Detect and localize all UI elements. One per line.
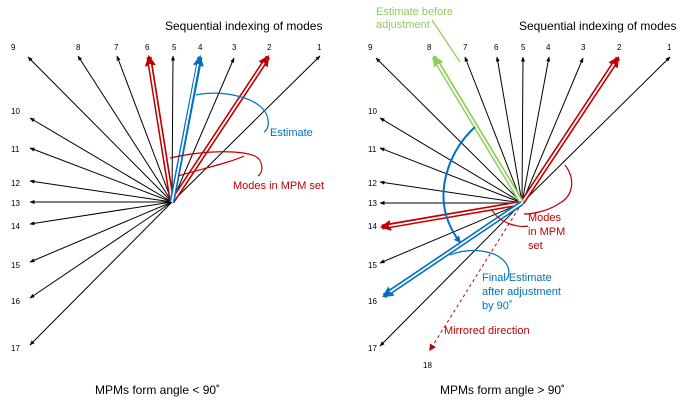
- left-mode-label: 1: [317, 43, 322, 52]
- left-heading: Sequential indexing of modes: [165, 19, 322, 33]
- right-caption: MPMs form angle > 90˚: [440, 383, 565, 397]
- right-mode-label: 6: [494, 43, 499, 52]
- right-mode-label: 3: [581, 43, 586, 52]
- left-mode-label: 17: [11, 344, 20, 353]
- right-mode-arrows: [375, 56, 671, 347]
- right-arrow-mode-12: [379, 180, 523, 204]
- right-mode-label: 15: [368, 261, 377, 270]
- left-mode-label: 11: [11, 145, 20, 154]
- right-mode-label: 10: [368, 107, 377, 116]
- left-mode-label: 6: [145, 43, 150, 52]
- left-mode-arrows: [27, 55, 321, 346]
- right-mode-label: 16: [368, 297, 377, 306]
- right-estimate-before-arrow: [431, 55, 525, 205]
- left-mode-label: 5: [172, 43, 177, 52]
- left-arrow-mode-1: [171, 55, 321, 203]
- right-mode-label: 13: [368, 199, 377, 208]
- left-arrow-mode-7: [116, 55, 173, 203]
- left-arrow-mode-3: [171, 57, 235, 203]
- right-arrow-mode-1: [521, 56, 671, 204]
- left-mode-label: 10: [11, 107, 20, 116]
- right-mpm-arrows: [379, 56, 621, 231]
- left-estimate-arrow: [169, 54, 204, 203]
- right-arrow-mode-7: [464, 56, 523, 204]
- right-estimate-before-callout: [431, 19, 461, 63]
- left-arrow-mode-8: [77, 55, 173, 203]
- right-rotation-arc: [442, 126, 476, 244]
- left-estimate-callout: [195, 92, 269, 133]
- left-mode-label: 12: [11, 179, 20, 188]
- left-mode-label: 16: [11, 297, 20, 306]
- right-arrow-mode-17: [379, 202, 523, 347]
- right-mode-labels: 1 2 3 4 5 6 7 8 9 10 11 12 13 14 15 16 1…: [368, 43, 672, 370]
- right-arrow-mode-4: [521, 56, 551, 204]
- right-mode-label: 9: [368, 43, 373, 52]
- left-arrow-mode-17: [29, 201, 173, 346]
- left-mode-label: 3: [232, 43, 237, 52]
- left-arrow-mode-12: [29, 179, 173, 203]
- left-arrow-mode-10: [29, 117, 173, 203]
- right-arrow-mode-9: [375, 57, 523, 204]
- right-mpm-callout: [523, 164, 573, 215]
- left-arrow-mode-16: [29, 201, 173, 299]
- right-mode-label: 8: [427, 43, 432, 52]
- left-mpm-arrows: [144, 54, 271, 204]
- right-mode-label: 1: [667, 43, 672, 52]
- right-mode-label: 17: [368, 344, 377, 353]
- left-mode-labels: 1 2 3 4 5 6 7 8 9 10 11 12 13 14 15 16 1…: [11, 43, 322, 353]
- left-panel: Sequential indexing of modes: [11, 19, 324, 397]
- left-mode-label: 13: [11, 199, 20, 208]
- right-mode-label: 14: [368, 222, 377, 231]
- right-arrow-mode-5: [520, 56, 525, 204]
- right-estimate-before-label: Estimate before adjustment: [376, 6, 456, 31]
- left-mode-label: 15: [11, 261, 20, 270]
- right-mode-label: 7: [463, 43, 468, 52]
- right-mode-label: 11: [368, 145, 377, 154]
- right-final-estimate-label: Final Estimate after adjustment by 90˚: [482, 272, 564, 312]
- right-panel: Sequential indexing of modes: [368, 6, 676, 397]
- left-mpm-callout: [169, 151, 263, 177]
- right-mode-label: 4: [546, 43, 551, 52]
- right-mode-label: 12: [368, 179, 377, 188]
- left-mpm-label: Modes in MPM set: [233, 180, 324, 192]
- right-heading: Sequential indexing of modes: [519, 19, 676, 33]
- right-arrow-mode-3: [521, 57, 584, 204]
- left-mode-label: 14: [11, 222, 20, 231]
- left-mode-label: 4: [198, 43, 203, 52]
- right-mode-label: 5: [521, 43, 526, 52]
- left-arrow-mode-5: [170, 55, 175, 203]
- left-mode-label: 7: [114, 43, 119, 52]
- left-arrow-mode-15: [29, 201, 173, 263]
- right-arrow-mode-15: [379, 202, 523, 264]
- right-mode-label-18: 18: [423, 361, 432, 370]
- left-arrow-mode-11: [29, 147, 173, 203]
- left-arrow-mode-14: [29, 201, 173, 226]
- right-mpm-label: Modes in MPM set: [528, 212, 568, 252]
- left-mode-label: 2: [267, 43, 272, 52]
- left-estimate-label: Estimate: [270, 127, 313, 139]
- left-caption: MPMs form angle < 90˚: [95, 383, 220, 397]
- right-mode-label: 2: [617, 43, 622, 52]
- right-arrow-mode-11: [379, 147, 523, 204]
- left-mode-label: 9: [11, 43, 16, 52]
- left-arrow-mode-9: [27, 56, 173, 203]
- left-mode-label: 8: [76, 43, 81, 52]
- right-mirrored-label: Mirrored direction: [444, 325, 530, 337]
- right-mirrored-arrow: [429, 202, 523, 352]
- right-arrow-mode-6: [495, 56, 523, 204]
- right-final-callout: [449, 249, 510, 281]
